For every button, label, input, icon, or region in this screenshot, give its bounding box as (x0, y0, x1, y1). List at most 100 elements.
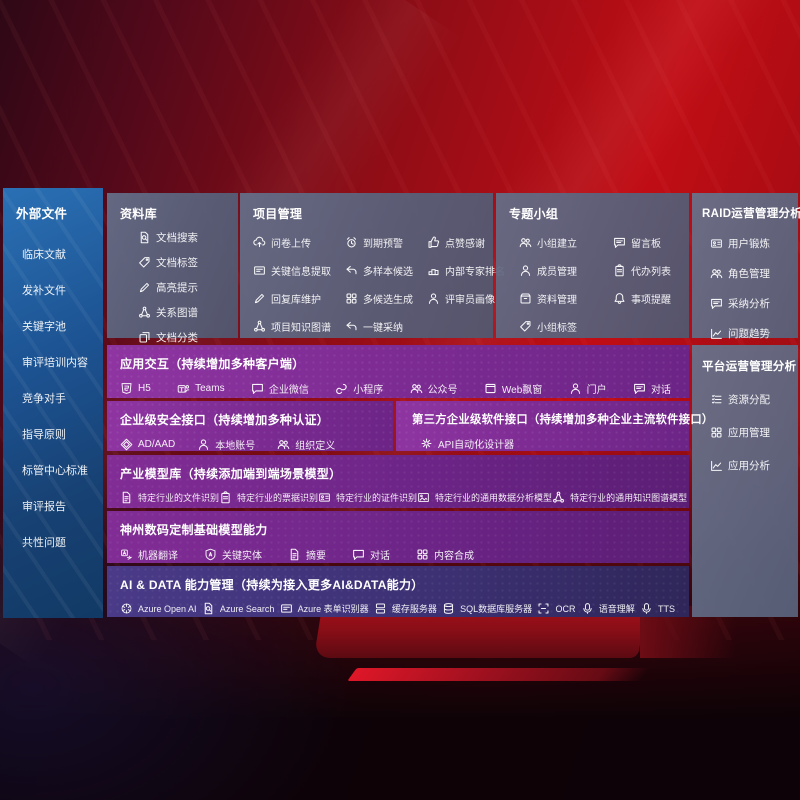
list-item: 审评培训内容 (16, 354, 103, 370)
chat-icon (251, 382, 264, 395)
list-item: 对话 (633, 381, 671, 396)
people-icon (519, 236, 532, 249)
list-item: 门户 (569, 381, 607, 396)
item-label: 发补文件 (22, 285, 66, 297)
raid-analysis-title: RAID运营管理分析 (702, 208, 800, 220)
list-item: Azure Search (202, 602, 274, 615)
network-icon (552, 491, 565, 504)
list-item: 小程序 (335, 381, 383, 396)
list-item: 特定行业的证件识别 (318, 491, 417, 504)
list-item: 资源分配 (702, 392, 798, 407)
item-label: 标管中心标准 (22, 465, 88, 477)
item-label: 对话 (370, 551, 390, 562)
gear-icon (420, 437, 433, 450)
item-label: 内容合成 (434, 551, 474, 562)
item-label: 共性问题 (22, 537, 66, 549)
list-item: 多样本候选 (345, 263, 427, 278)
platform-analysis-panel: 平台运营管理分析 资源分配 应用管理 应用分析 (692, 345, 798, 617)
item-label: 企业微信 (268, 385, 309, 396)
item-label: 竞争对手 (22, 393, 66, 405)
chat-icon (352, 548, 365, 561)
list-item: 特定行业的票据识别 (219, 491, 318, 504)
network-icon (138, 306, 151, 319)
list-item: 指导原则 (16, 426, 103, 442)
list-item: 临床文献 (16, 246, 103, 262)
box-icon (519, 292, 532, 305)
item-label: OCR (555, 603, 576, 614)
item-label: 多样本候选 (363, 267, 413, 278)
red-streak-decor (347, 668, 650, 681)
topic-group-item-grid: 小组建立 留言板 成员管理 代办列表 资料管理 事项提醒 小组标签 (519, 235, 681, 334)
item-label: 到期预警 (363, 239, 403, 250)
list-item: 用户锻炼 (702, 236, 798, 251)
server-icon (374, 602, 387, 615)
project-management-title: 项目管理 (253, 207, 303, 221)
list-item: 关键字池 (16, 318, 103, 334)
security-interface-title: 企业级安全接口（持续增加多种认证） (120, 413, 330, 427)
security-item-list: AD/AAD 本地账号 组织定义 (120, 437, 379, 452)
list-item: 摘要 (288, 547, 326, 562)
item-label: 项目知识图谱 (271, 323, 331, 334)
reply-icon (345, 320, 358, 333)
item-label: 点赞感谢 (445, 239, 485, 250)
list-item: 内容合成 (416, 547, 474, 562)
item-label: AD/AAD (138, 439, 176, 450)
grid4-icon (416, 548, 429, 561)
h5-icon (120, 382, 133, 395)
external-files-sidebar: 外部文件 临床文献 发补文件 关键字池 审评培训内容 竞争对手 指导原则 标管中心标准 审评报… (3, 188, 103, 618)
base-model-title: 神州数码定制基础模型能力 (120, 523, 268, 537)
item-label: 关系图谱 (156, 307, 198, 319)
list-item: 本地账号 (197, 437, 255, 452)
list-item: 发补文件 (16, 282, 103, 298)
list-item: 资料管理 (519, 291, 613, 306)
clipboard-icon (219, 491, 232, 504)
app-interaction-item-list: H5 Teams 企业微信 小程序 公众号 Web飘窗 门户 对话 (120, 381, 675, 396)
item-label: 门户 (586, 385, 607, 396)
list-item: 关键信息提取 (253, 263, 345, 278)
project-item-grid: 问卷上传 到期预警 点赞感谢 关键信息提取 多样本候选 内部专家排名 回复库维护 多候选生成 评… (253, 235, 505, 334)
list-item: Azure Open AI (120, 602, 197, 615)
item-label: 事项提醒 (631, 295, 671, 306)
list-item: Azure 表单识别器 (280, 602, 369, 615)
item-label: 特定行业的文件识别 (138, 493, 220, 503)
list-item: 应用管理 (702, 425, 798, 440)
item-label: 文档分类 (156, 332, 198, 344)
item-label: 审评培训内容 (22, 357, 88, 369)
raid-item-list: 用户锻炼 角色管理 采纳分析 问题趋势 (702, 236, 798, 341)
list-item: 留言板 (613, 235, 681, 250)
item-label: 采纳分析 (728, 298, 770, 310)
item-label: Web飘窗 (501, 385, 543, 396)
bell-icon (613, 292, 626, 305)
list-item: 到期预警 (345, 235, 427, 250)
item-label: 内部专家排名 (445, 267, 505, 278)
list-item: 点赞感谢 (427, 235, 505, 250)
teams-icon (177, 382, 190, 395)
person-icon (569, 382, 582, 395)
list-item: 高亮提示 (120, 280, 238, 295)
list-item: 应用分析 (702, 458, 798, 473)
sidebar-title: 外部文件 (16, 207, 68, 221)
diamond-icon (120, 438, 133, 451)
doc-search-icon (138, 231, 151, 244)
list-item: 缓存服务器 (374, 602, 437, 615)
list-item: TTS (640, 602, 675, 615)
list-item: 小组建立 (519, 235, 613, 250)
tag-icon (519, 320, 532, 333)
item-label: 代办列表 (631, 267, 671, 278)
list-item: 特定行业的通用数据分析模型 (417, 491, 552, 504)
people-icon (277, 438, 290, 451)
item-label: 本地账号 (215, 441, 256, 452)
item-label: 摘要 (306, 551, 326, 562)
item-label: 关键实体 (222, 551, 262, 562)
person-icon (427, 292, 440, 305)
item-label: 语音理解 (598, 604, 635, 614)
item-label: 小组标签 (537, 323, 577, 334)
chat-lines-icon (613, 236, 626, 249)
repository-title: 资料库 (120, 207, 157, 221)
list-item: 角色管理 (702, 266, 798, 281)
list-item: API自动化设计器 (420, 436, 514, 451)
list-item: 企业微信 (251, 381, 309, 396)
grid4-icon (345, 292, 358, 305)
item-label: 小程序 (353, 385, 384, 396)
list-item: 文档分类 (120, 330, 238, 345)
